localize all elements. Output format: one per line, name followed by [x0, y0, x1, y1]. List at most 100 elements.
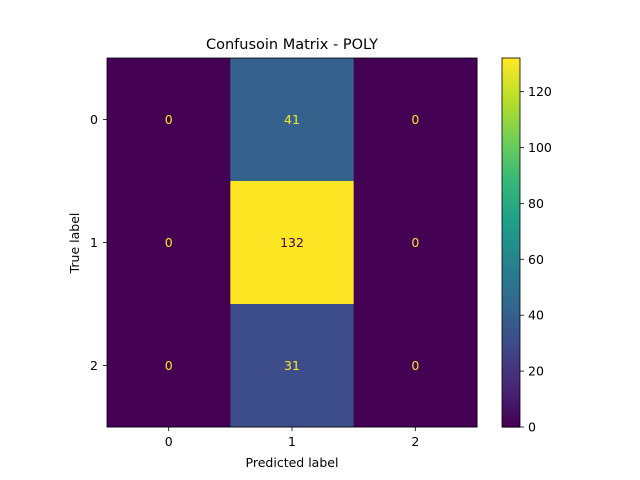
colorbar-segment	[502, 264, 520, 268]
colorbar-segment	[502, 104, 520, 108]
colorbar-segment	[502, 251, 520, 256]
colorbar-segment	[502, 337, 520, 342]
colorbar-segment	[502, 91, 520, 96]
colorbar-segment	[502, 377, 520, 382]
colorbar-segment	[502, 270, 520, 274]
colorbar-tick-label: 20	[528, 364, 544, 379]
colorbar-segment	[502, 174, 520, 179]
matrix-cell	[353, 304, 478, 428]
colorbar-segment	[502, 162, 520, 167]
colorbar-segment	[502, 297, 520, 302]
colorbar-segment	[502, 350, 520, 354]
cell-value-label: 132	[280, 235, 304, 250]
colorbar-segment	[502, 76, 520, 81]
cell-value-label: 0	[411, 358, 419, 373]
colorbar-segment	[502, 122, 520, 127]
colorbar-segment	[502, 307, 520, 311]
colorbar-tick-label: 80	[528, 196, 544, 211]
colorbar-tick-label: 100	[528, 140, 552, 155]
colorbar-segment	[502, 165, 520, 170]
colorbar-segment	[502, 67, 520, 71]
colorbar-segment	[502, 383, 520, 388]
colorbar-segment	[502, 288, 520, 293]
colorbar-segment	[502, 58, 520, 62]
colorbar-segment	[502, 239, 520, 244]
colorbar-segment	[502, 300, 520, 305]
colorbar-segment	[502, 387, 520, 391]
colorbar-segment	[502, 137, 520, 142]
cell-value-label: 0	[165, 235, 173, 250]
colorbar-segment	[502, 408, 520, 413]
colorbar-segment	[502, 101, 520, 105]
colorbar-segment	[502, 368, 520, 373]
colorbar-segment	[502, 304, 520, 308]
cell-value-label: 0	[411, 235, 419, 250]
colorbar-segment	[502, 405, 520, 410]
colorbar-segment	[502, 245, 520, 250]
colorbar-segment	[502, 205, 520, 210]
y-tick-label: 2	[90, 358, 98, 373]
colorbar-segment	[502, 116, 520, 121]
matrix-cell	[107, 58, 231, 182]
colorbar-segment	[502, 171, 520, 176]
colorbar-segment	[502, 79, 520, 84]
y-tick-label: 1	[90, 235, 98, 250]
colorbar-segment	[502, 343, 520, 348]
colorbar-segment	[502, 273, 520, 277]
colorbar-segment	[502, 313, 520, 317]
colorbar-segment	[502, 168, 520, 173]
x-axis-label: Predicted label	[246, 455, 339, 470]
colorbar-segment	[502, 242, 520, 247]
colorbar-segment	[502, 196, 520, 201]
colorbar-segment	[502, 233, 520, 237]
colorbar-segment	[502, 319, 520, 324]
y-axis-label: True label	[67, 213, 82, 275]
x-tick-label: 1	[288, 434, 296, 449]
colorbar-segment	[502, 230, 520, 234]
colorbar-tick-label: 120	[528, 84, 552, 99]
colorbar-segment	[502, 356, 520, 360]
colorbar-segment	[502, 110, 520, 114]
cell-value-label: 0	[165, 358, 173, 373]
colorbar-segment	[502, 334, 520, 339]
colorbar-segment	[502, 402, 520, 407]
colorbar-segment	[502, 353, 520, 357]
colorbar-segment	[502, 107, 520, 111]
colorbar-segment	[502, 199, 520, 204]
colorbar-segment	[502, 347, 520, 351]
colorbar-segment	[502, 141, 520, 145]
colorbar-segment	[502, 380, 520, 385]
y-axis-ticks: 0 1 2	[90, 112, 107, 373]
colorbar-segment	[502, 184, 520, 188]
colorbar-segment	[502, 156, 520, 161]
colorbar-segment	[502, 279, 520, 284]
x-axis-ticks: 0 1 2	[165, 427, 419, 449]
colorbar-segment	[502, 70, 520, 74]
colorbar-segment	[502, 150, 520, 154]
colorbar-segment	[502, 227, 520, 231]
colorbar-segment	[502, 61, 520, 65]
colorbar-segment	[502, 190, 520, 194]
colorbar-segment	[502, 267, 520, 271]
colorbar-tick-label: 0	[528, 420, 536, 435]
colorbar-segment	[502, 208, 520, 213]
colorbar-segment	[502, 159, 520, 164]
colorbar-segment	[502, 420, 520, 425]
colorbar-segment	[502, 88, 520, 93]
colorbar-segment	[502, 257, 520, 262]
colorbar-segment	[502, 131, 520, 136]
colorbar-segment	[502, 316, 520, 320]
colorbar-segment	[502, 396, 520, 400]
colorbar-segment	[502, 248, 520, 253]
colorbar-segment	[502, 325, 520, 330]
colorbar-segment	[502, 282, 520, 287]
matrix-cell	[353, 181, 478, 305]
matrix-cell	[353, 58, 478, 182]
colorbar-segment	[502, 134, 520, 139]
colorbar-segment	[502, 181, 520, 185]
colorbar-segment	[502, 187, 520, 191]
colorbar-segment	[502, 153, 520, 157]
matrix-cells: 0 41 0 0 132 0 0 31 0	[107, 58, 478, 428]
colorbar-segment	[502, 285, 520, 290]
colorbar-segment	[502, 423, 520, 428]
